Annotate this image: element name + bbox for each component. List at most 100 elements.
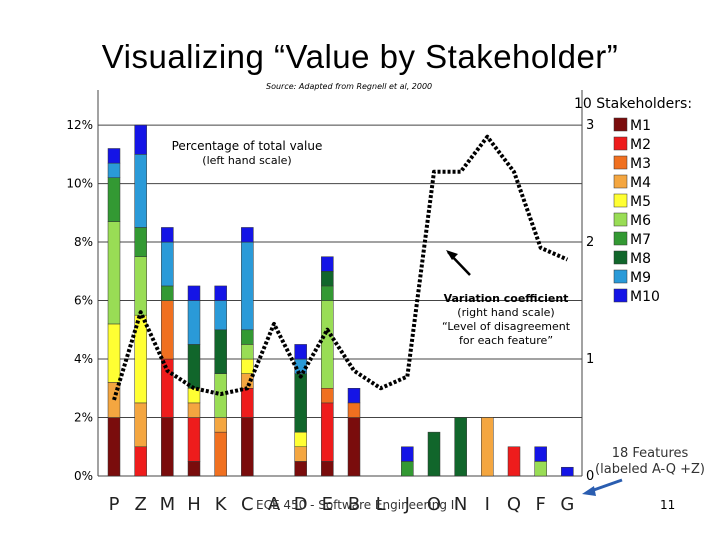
category-label: N [454, 494, 467, 515]
legend-swatch-m6 [613, 212, 628, 227]
legend-label-m9: M9 [630, 270, 651, 286]
legend-label-m3: M3 [630, 156, 651, 172]
left-tick-label: 6% [74, 294, 93, 308]
arrow-to-categories-icon [582, 478, 623, 496]
bar-segment-m1 [241, 417, 254, 477]
left-annotation-title: Percentage of total value [172, 139, 323, 153]
bar-segment-m6 [321, 300, 334, 389]
bar-segment-m10 [347, 388, 361, 404]
bar-segment-m5 [294, 431, 307, 448]
right-axis-ticks: 0 1 2 3 [586, 118, 594, 484]
category-label: I [485, 494, 490, 515]
bar-segment-m4 [294, 446, 307, 462]
category-label: E [322, 494, 333, 515]
bar-segment-m6 [134, 256, 147, 316]
bar-segment-m10 [294, 344, 307, 360]
bar-segment-m10 [241, 227, 254, 243]
category-label: G [560, 494, 574, 515]
legend-swatch-m3 [613, 155, 628, 170]
bar-segment-m2 [507, 446, 521, 477]
category-label: B [348, 494, 360, 515]
bar-segment-m1 [187, 461, 201, 477]
bar-segment-m10 [401, 446, 414, 462]
legend-swatch-m8 [613, 250, 628, 265]
bar-segment-m2 [134, 446, 147, 477]
legend-label-m8: M8 [630, 251, 651, 267]
bar-segment-m10 [107, 148, 121, 164]
bar-segment-m2 [321, 402, 334, 462]
bar-segment-m9 [161, 241, 174, 287]
legend-title: 10 Stakeholders: [574, 96, 692, 112]
legend-label-m6: M6 [630, 213, 651, 229]
legend-swatch-m10 [613, 288, 628, 303]
bar-segment-m6 [107, 221, 121, 325]
category-label: P [109, 494, 120, 515]
bar-segment-m8 [214, 329, 227, 374]
bar-segment-m4 [187, 402, 201, 418]
category-label: C [241, 494, 254, 515]
bar-segment-m7 [241, 329, 254, 345]
gridlines [97, 90, 583, 477]
category-label: K [215, 494, 228, 515]
bar-segment-m3 [161, 300, 174, 360]
bar-segment-m7 [107, 177, 121, 222]
left-annotation-sub: (left hand scale) [202, 154, 291, 167]
features-note-line-1: 18 Features [612, 446, 689, 461]
bar-segment-m5 [241, 358, 254, 374]
left-tick-label: 0% [74, 469, 93, 483]
legend-label-m7: M7 [630, 232, 651, 248]
bar-segment-m10 [214, 285, 227, 301]
annotations: Percentage of total value (left hand sca… [172, 139, 705, 496]
category-label: F [535, 494, 545, 515]
category-label: J [404, 494, 410, 515]
bar-segment-m6 [241, 344, 254, 360]
legend-label-m10: M10 [630, 289, 660, 305]
bar-segment-m9 [214, 300, 227, 331]
legend-swatch-m9 [613, 269, 628, 284]
bar-segment-m4 [481, 417, 494, 477]
bar-segment-m7 [161, 285, 174, 301]
bar-segment-m1 [321, 461, 334, 477]
bar-segment-m4 [214, 417, 227, 433]
category-label: Q [507, 494, 521, 515]
variation-line-layer [112, 134, 569, 401]
bar-segment-m6 [534, 461, 547, 477]
bar-segment-m8 [294, 373, 307, 433]
left-tick-label: 10% [66, 177, 93, 191]
left-axis-ticks: 0% 2% 4% 6% 8% 10% 12% [66, 118, 93, 483]
legend-swatch-m1 [613, 117, 628, 132]
bar-segment-m8 [427, 431, 441, 477]
category-label: A [268, 494, 281, 515]
bar-series [107, 124, 574, 477]
bar-segment-m4 [134, 402, 147, 448]
category-label: L [376, 494, 386, 515]
bar-segment-m10 [161, 227, 174, 243]
bar-segment-m9 [107, 162, 121, 178]
variation-coefficient-line [112, 134, 569, 401]
left-tick-label: 2% [74, 411, 93, 425]
right-annotation-line-1: (right hand scale) [457, 306, 554, 319]
bar-segment-m1 [347, 417, 361, 477]
bar-segment-m8 [187, 344, 201, 389]
bar-segment-m2 [161, 358, 174, 418]
left-tick-label: 12% [66, 118, 93, 132]
bar-segment-m2 [241, 388, 254, 418]
legend-swatch-m4 [613, 174, 628, 189]
legend-swatch-m5 [613, 193, 628, 208]
bar-segment-m3 [347, 402, 361, 418]
bar-segment-m5 [107, 323, 121, 383]
right-tick-label: 3 [586, 118, 594, 133]
bar-segment-m10 [134, 124, 147, 155]
legend-swatch-m7 [613, 231, 628, 246]
right-annotation-title: Variation coefficient [444, 292, 569, 305]
bar-segment-m1 [107, 417, 121, 477]
footer-text: ECE 450 - Software Engineering II [256, 498, 458, 512]
category-label: Z [134, 494, 146, 515]
legend: 10 Stakeholders: M1 M2 M3 M4 M5 M6 M7 M8 M9 M10 [574, 96, 692, 305]
bar-segment-m1 [161, 417, 174, 477]
right-tick-label: 0 [586, 469, 594, 484]
category-label: M [160, 494, 176, 515]
category-label: D [294, 494, 308, 515]
source-caption: Source: Adapted from Regnell et al, 2000 [266, 82, 433, 91]
bar-segment-m3 [321, 388, 334, 404]
